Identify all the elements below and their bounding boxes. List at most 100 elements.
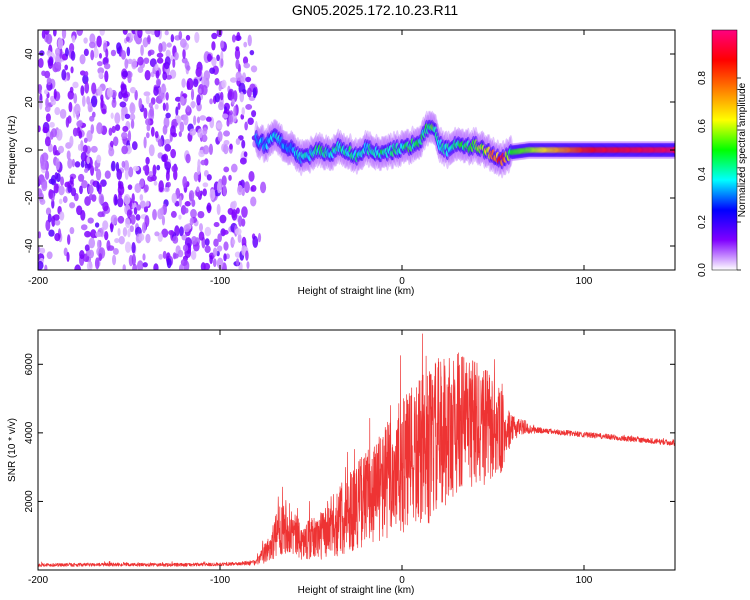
noise-blob — [61, 69, 67, 81]
noise-blob — [47, 213, 52, 223]
noise-blob — [142, 253, 146, 261]
noise-blob — [54, 61, 62, 69]
noise-blob — [154, 130, 159, 139]
noise-blob — [145, 95, 150, 105]
noise-blob — [223, 253, 227, 262]
noise-blob — [108, 146, 115, 157]
noise-blob — [212, 258, 217, 268]
noise-blob — [196, 94, 201, 106]
noise-blob — [147, 175, 155, 182]
noise-blob — [163, 186, 170, 193]
noise-blob — [193, 171, 199, 182]
noise-blob — [165, 102, 169, 112]
noise-blob — [96, 122, 103, 135]
noise-blob — [145, 233, 151, 244]
noise-blob — [184, 201, 191, 207]
noise-blob — [193, 115, 197, 126]
noise-blob — [157, 208, 164, 220]
noise-blob — [179, 226, 184, 237]
noise-blob — [145, 132, 150, 139]
spectrogram-x-axis-label: Height of straight line (km) — [298, 286, 415, 297]
noise-blob — [153, 180, 158, 186]
noise-blob — [44, 89, 49, 95]
noise-blob — [170, 125, 176, 137]
noise-blob — [139, 200, 146, 209]
noise-blob — [69, 176, 74, 185]
noise-blob — [148, 144, 155, 157]
noise-blob — [223, 139, 230, 146]
noise-blob — [209, 254, 213, 265]
noise-blob — [39, 100, 43, 110]
noise-blob — [53, 88, 57, 100]
noise-blob — [57, 37, 64, 50]
colorbar-tick-label: 0.2 — [697, 215, 708, 229]
noise-blob — [139, 194, 144, 201]
noise-blob — [124, 58, 129, 69]
noise-blob — [121, 109, 125, 122]
noise-blob — [70, 50, 76, 61]
noise-blob — [233, 105, 237, 117]
noise-blob — [89, 33, 96, 44]
noise-blob — [183, 114, 189, 126]
noise-blob — [208, 143, 213, 156]
noise-blob — [70, 66, 74, 74]
noise-blob — [127, 184, 133, 190]
noise-blob — [198, 88, 203, 94]
noise-blob — [238, 82, 246, 95]
noise-blob — [244, 181, 250, 194]
noise-blob — [138, 233, 145, 242]
noise-blob — [165, 49, 171, 58]
noise-blob — [134, 183, 142, 194]
noise-blob — [171, 192, 177, 204]
noise-blob — [38, 231, 41, 239]
noise-blob — [130, 86, 136, 94]
noise-blob — [38, 88, 42, 95]
noise-blob — [70, 187, 77, 197]
noise-blob — [84, 71, 89, 77]
noise-blob — [59, 108, 67, 119]
noise-blob — [150, 126, 155, 137]
noise-blob — [80, 140, 84, 152]
noise-blob — [235, 46, 240, 52]
noise-blob — [152, 208, 157, 221]
noise-blob — [222, 229, 229, 235]
noise-blob — [127, 228, 131, 238]
noise-blob — [46, 251, 53, 260]
noise-blob — [93, 47, 99, 59]
noise-blob — [58, 198, 63, 205]
noise-blob — [232, 200, 237, 209]
noise-blob — [41, 70, 46, 77]
noise-blob — [223, 241, 229, 251]
noise-blob — [162, 102, 166, 111]
noise-blob — [202, 182, 209, 188]
noise-blob — [202, 188, 207, 197]
noise-blob — [96, 61, 103, 67]
noise-blob — [223, 130, 231, 137]
noise-blob — [174, 96, 182, 102]
noise-blob — [104, 230, 109, 241]
noise-blob — [136, 260, 144, 270]
noise-blob — [125, 36, 130, 42]
noise-blob — [191, 199, 196, 207]
noise-blob — [158, 42, 163, 53]
x-tick-label: -200 — [28, 276, 48, 287]
noise-blob — [194, 31, 200, 44]
noise-blob — [197, 210, 205, 219]
noise-blob — [181, 78, 186, 88]
x-tick-label: 100 — [576, 575, 593, 586]
noise-blob — [234, 35, 242, 41]
noise-blob — [168, 230, 175, 236]
colorbar-tick-label: 0.4 — [697, 167, 708, 181]
noise-blob — [89, 115, 95, 122]
noise-blob — [122, 30, 128, 35]
noise-blob — [145, 118, 151, 126]
noise-blob — [44, 136, 51, 147]
noise-blob — [162, 124, 168, 135]
noise-blob — [217, 245, 223, 252]
snr-background — [38, 330, 675, 570]
noise-blob — [237, 233, 242, 244]
noise-blob — [100, 94, 104, 102]
snr-x-axis-label: Height of straight line (km) — [298, 585, 415, 596]
noise-blob — [251, 110, 257, 118]
